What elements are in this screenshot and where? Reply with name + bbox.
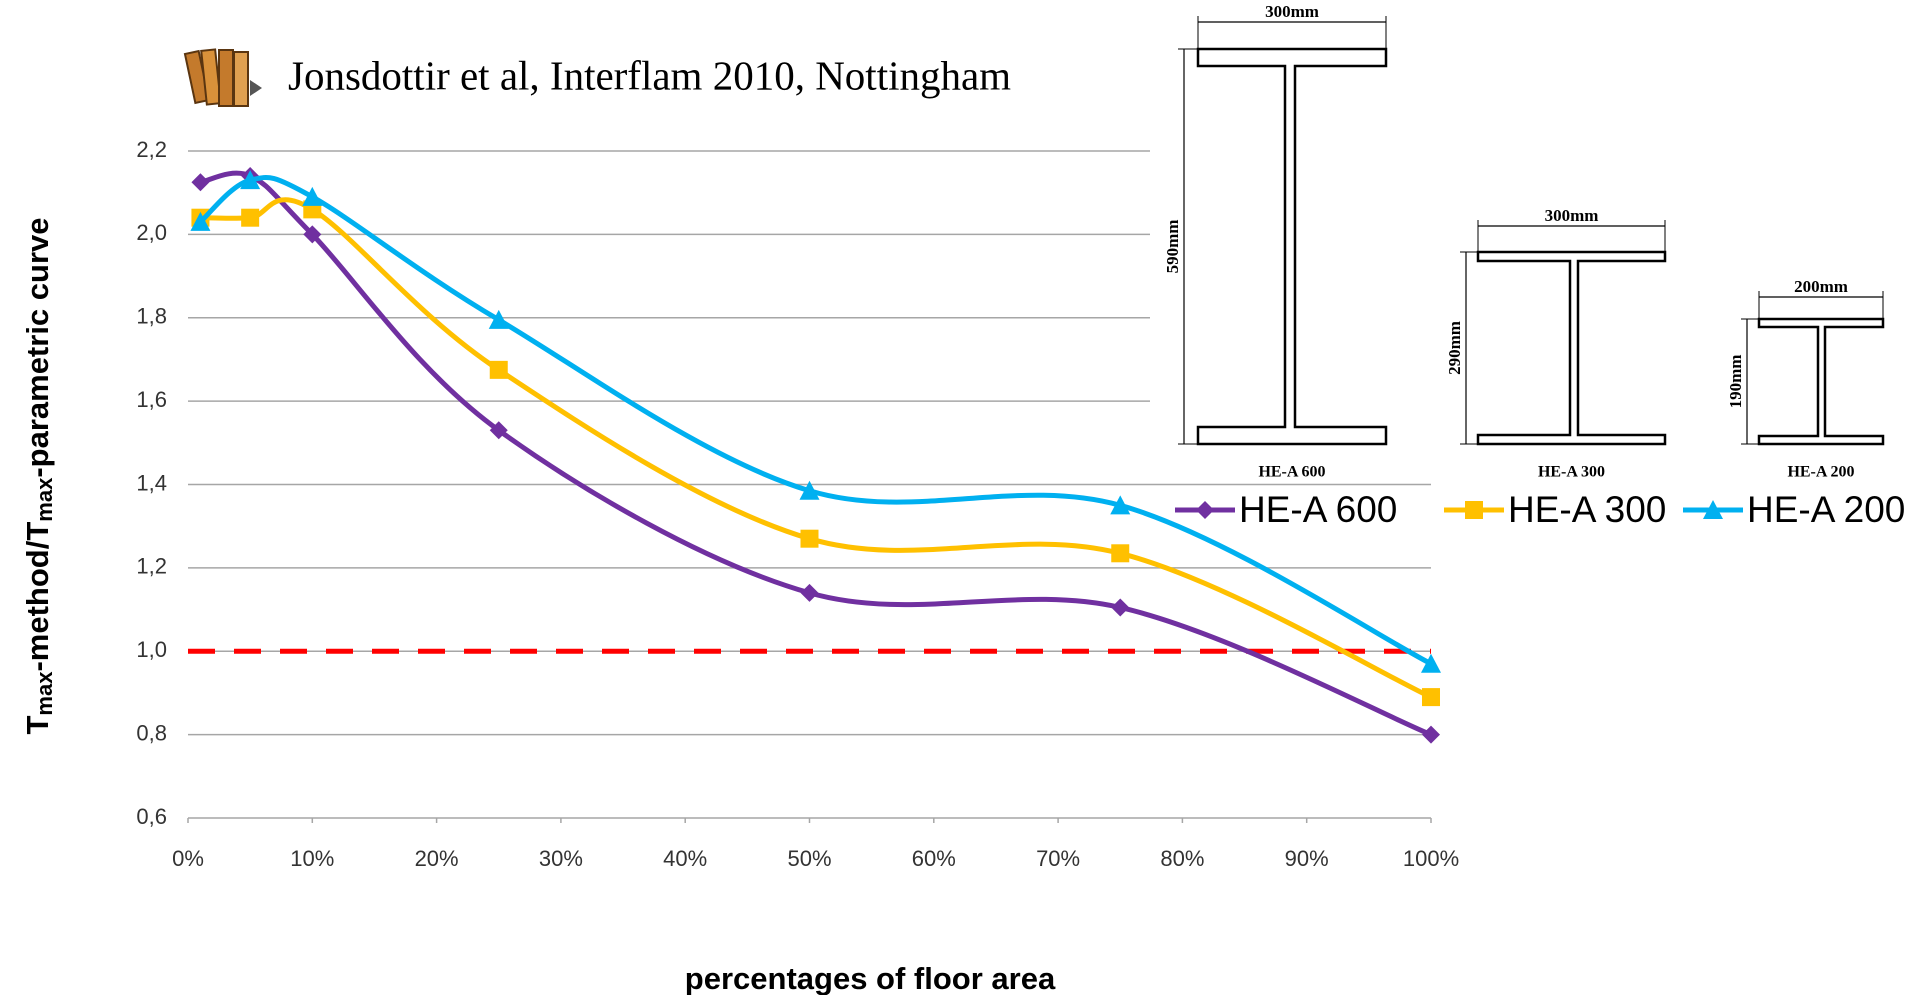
y-tick-label: 2,0 xyxy=(136,220,167,245)
width-label: 300mm xyxy=(1265,2,1319,21)
legend-label: HE-A 600 xyxy=(1239,489,1397,530)
series-line xyxy=(200,197,1433,700)
x-tick-label: 30% xyxy=(539,846,583,871)
i-beam xyxy=(1757,317,1885,446)
marker xyxy=(1111,544,1130,563)
legend-label: HE-A 300 xyxy=(1508,489,1666,530)
y-label-part: T xyxy=(20,716,55,735)
x-tick-label: 0% xyxy=(172,846,204,871)
section-drawing: 200mm 190mm HE-A 200 xyxy=(1726,277,1885,481)
marker xyxy=(303,225,322,244)
x-tick-label: 60% xyxy=(912,846,956,871)
legend-marker xyxy=(1196,501,1214,519)
section-name: HE-A 600 xyxy=(1258,464,1325,481)
x-tick-label: 50% xyxy=(787,846,831,871)
marker xyxy=(799,480,820,500)
marker xyxy=(1422,688,1440,707)
legend-label: HE-A 200 xyxy=(1747,489,1905,530)
section-name: HE-A 200 xyxy=(1787,464,1854,481)
legend-marker xyxy=(1703,500,1723,519)
y-label-part: -parametric curve xyxy=(20,217,55,477)
y-tick-label: 1,6 xyxy=(136,387,167,412)
marker xyxy=(1421,653,1441,673)
y-label-part: -method/T xyxy=(20,522,55,672)
y-tick-label: 1,0 xyxy=(136,637,167,662)
marker xyxy=(190,211,211,231)
x-tick-label: 20% xyxy=(415,846,459,871)
y-tick-label: 1,8 xyxy=(136,304,167,329)
x-axis-label: percentages of floor area xyxy=(685,961,1056,995)
marker xyxy=(241,208,260,227)
marker xyxy=(800,529,819,548)
section-drawing: 300mm 290mm HE-A 300 xyxy=(1445,206,1667,481)
x-tick-label: 10% xyxy=(290,846,334,871)
section-name: HE-A 300 xyxy=(1538,464,1605,481)
i-beam xyxy=(1476,250,1667,446)
legend-entry: HE-A 200 xyxy=(1683,489,1905,530)
y-tick-label: 1,2 xyxy=(136,554,167,579)
y-tick-label: 1,4 xyxy=(136,470,167,495)
height-label: 290mm xyxy=(1445,321,1464,375)
citation: Jonsdottir et al, Interflam 2010, Nottin… xyxy=(288,52,1011,98)
y-label-sub: max xyxy=(32,671,57,716)
marker xyxy=(302,186,323,206)
width-label: 200mm xyxy=(1794,277,1848,296)
x-tick-label: 70% xyxy=(1036,846,1080,871)
marker xyxy=(489,360,508,379)
diagram-panel xyxy=(1150,0,1930,468)
marker xyxy=(800,583,819,602)
y-label-sub: max xyxy=(32,477,57,522)
marker xyxy=(1110,495,1131,515)
legend-entry: HE-A 300 xyxy=(1444,489,1666,530)
y-axis-label: Tmax-method/Tmax-parametric curve xyxy=(20,217,57,734)
marker xyxy=(1111,598,1130,617)
x-tick-label: 80% xyxy=(1160,846,1204,871)
marker xyxy=(191,173,210,192)
width-label: 300mm xyxy=(1545,206,1599,225)
section-drawing: 300mm 590mm HE-A 600 xyxy=(1163,2,1388,481)
y-tick-label: 0,6 xyxy=(136,804,167,829)
x-tick-label: 100% xyxy=(1403,846,1459,871)
marker xyxy=(240,170,261,190)
series-line xyxy=(198,174,1433,666)
marker xyxy=(489,421,508,440)
y-tick-label: 0,8 xyxy=(136,720,167,745)
x-tick-label: 40% xyxy=(663,846,707,871)
legend-marker xyxy=(1465,501,1483,519)
book-icon xyxy=(183,48,262,107)
height-label: 590mm xyxy=(1163,220,1182,274)
x-tick-label: 90% xyxy=(1285,846,1329,871)
i-beam xyxy=(1196,47,1388,446)
legend-entry: HE-A 600 xyxy=(1175,489,1397,530)
marker xyxy=(488,309,509,329)
marker xyxy=(1422,725,1440,744)
y-tick-label: 2,2 xyxy=(136,137,167,162)
height-label: 190mm xyxy=(1726,355,1745,409)
